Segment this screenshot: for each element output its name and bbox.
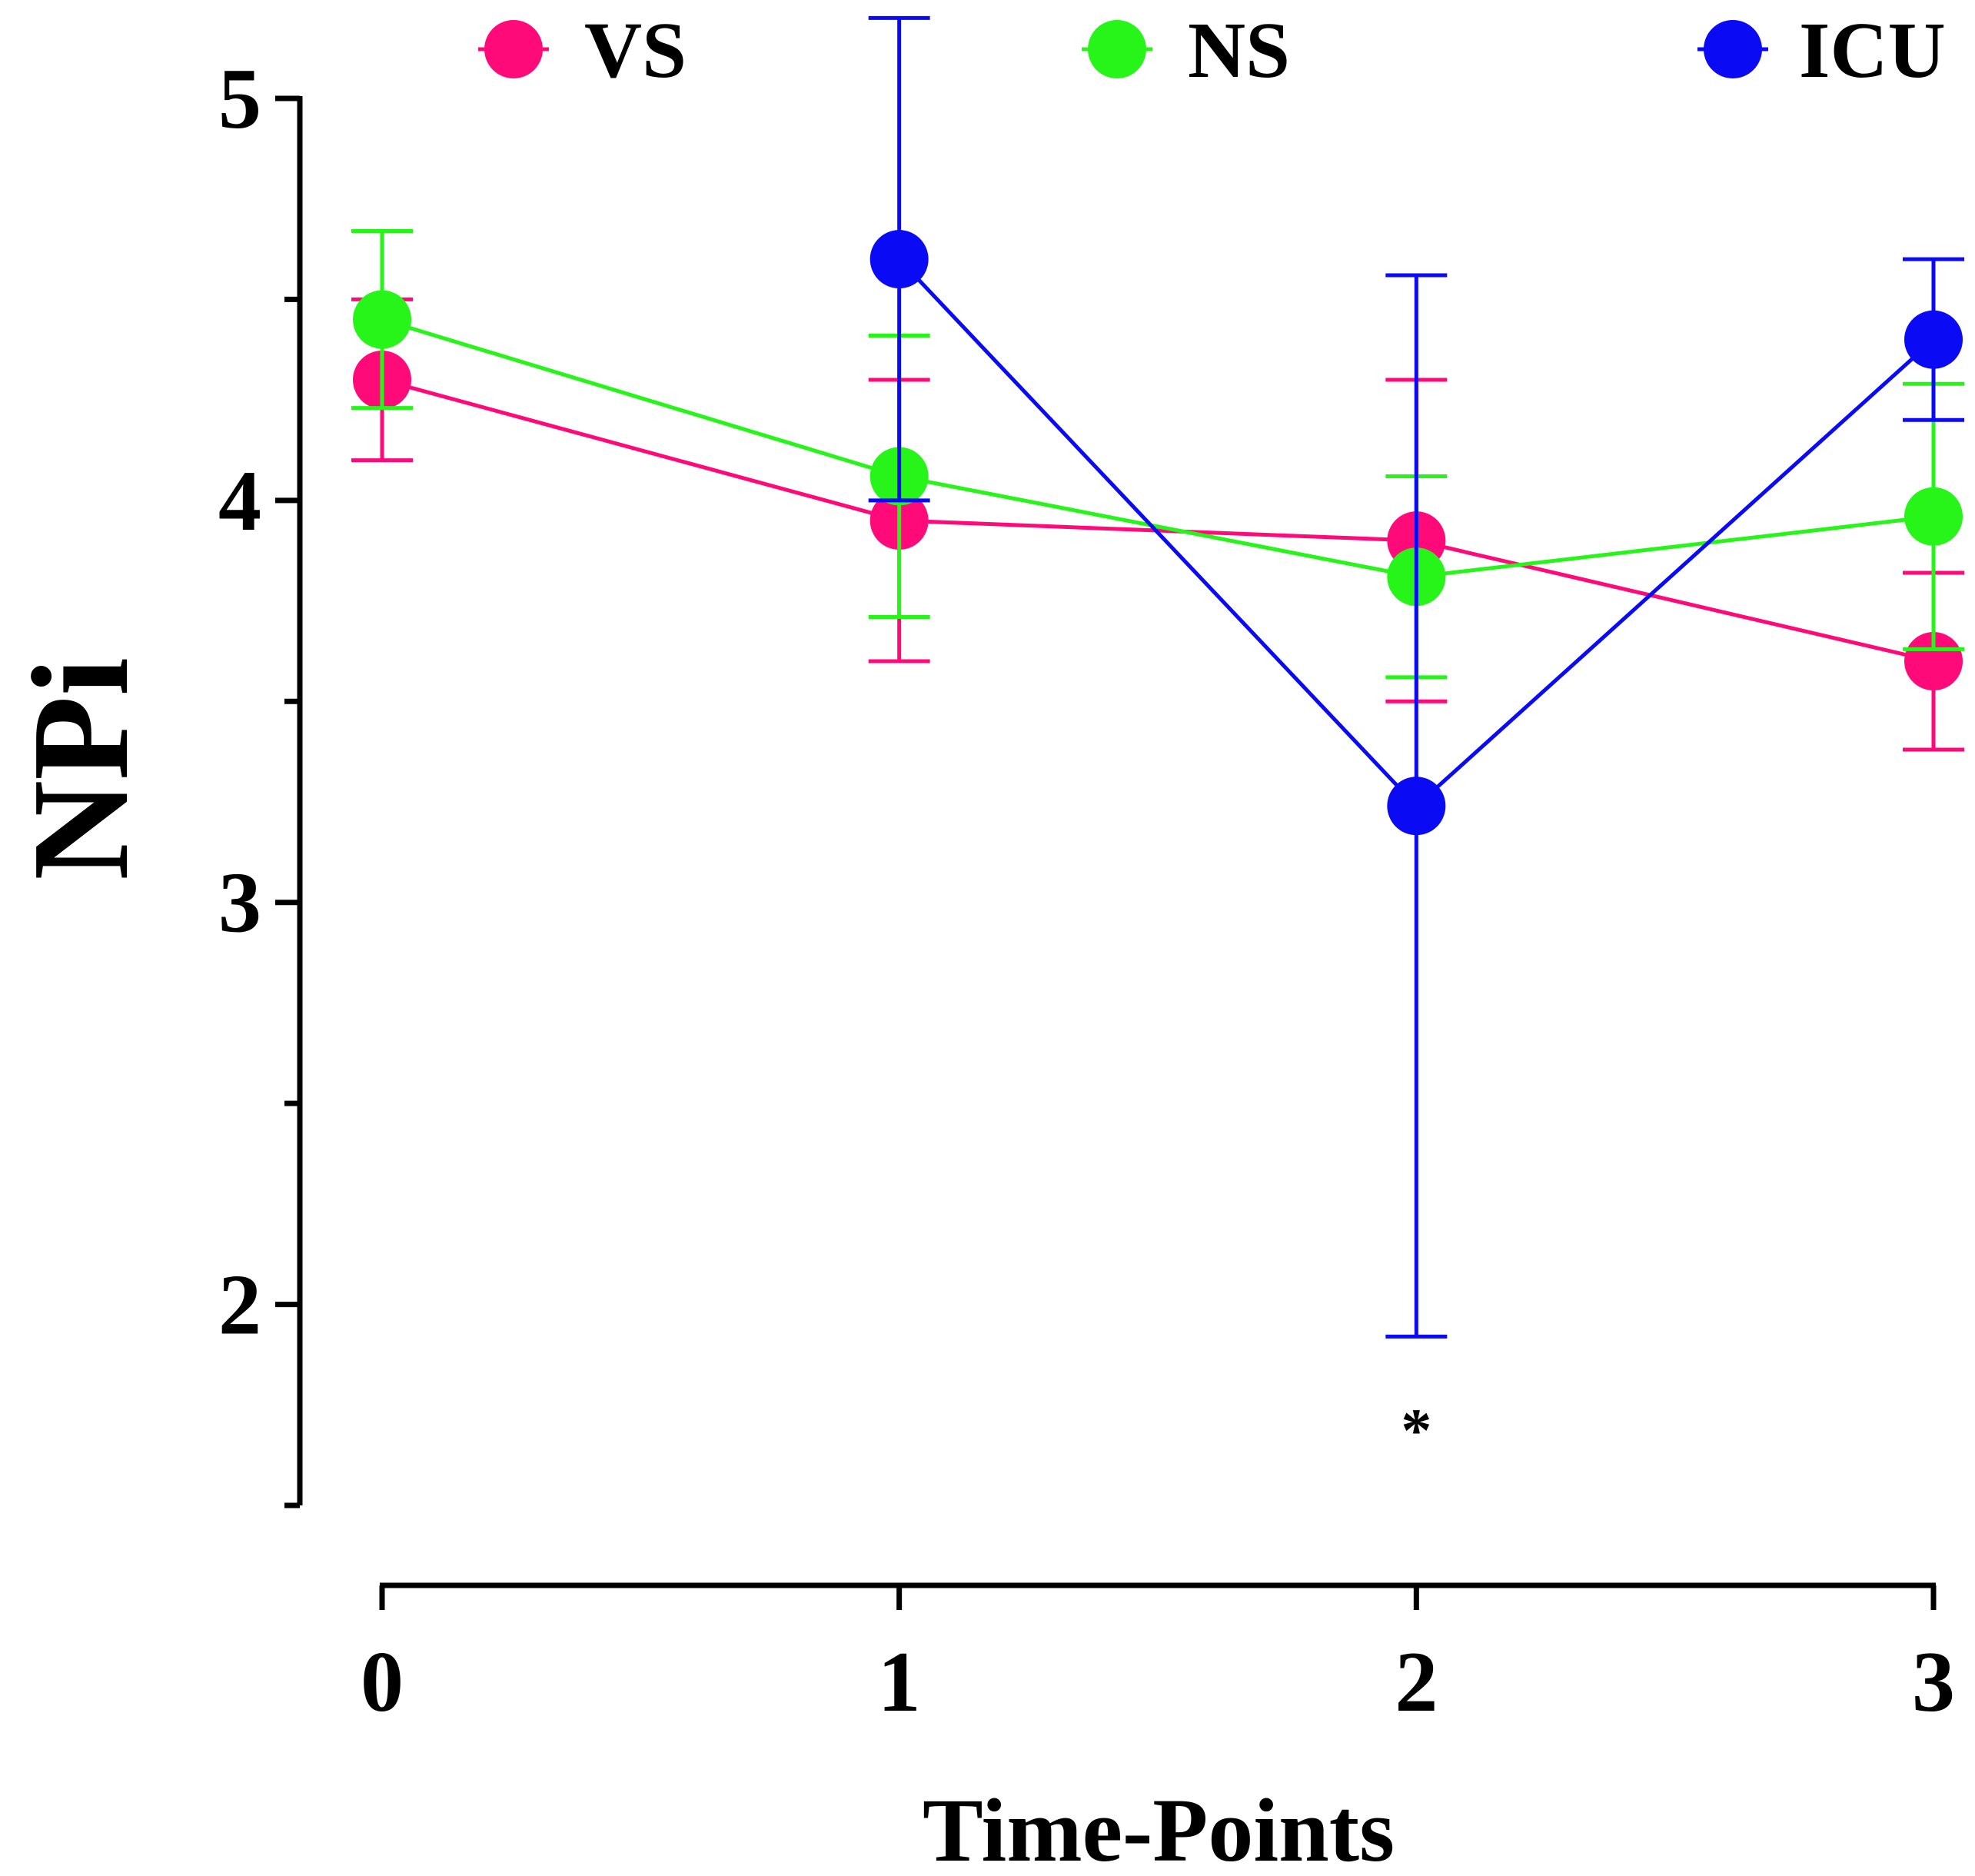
y-tick-label: 4 <box>218 454 261 549</box>
legend-label: NS <box>1188 6 1290 95</box>
legend-marker <box>1088 20 1146 78</box>
y-tick-label: 3 <box>218 856 261 951</box>
legend-item-vs: VS <box>478 6 687 95</box>
legend: VS NS ICU <box>478 6 1946 95</box>
x-tick-label: 0 <box>361 1635 404 1730</box>
data-point <box>869 230 929 289</box>
data-point <box>1904 632 1963 690</box>
series-line <box>381 378 1934 664</box>
series-vs <box>351 297 1964 752</box>
x-tick-label: 1 <box>878 1635 921 1730</box>
series-layer <box>351 15 1964 1339</box>
x-axis-label: Time-Points <box>923 1780 1395 1876</box>
legend-label: ICU <box>1799 6 1946 95</box>
data-point <box>1904 310 1963 369</box>
significance-annotation: * <box>1401 1398 1431 1465</box>
axes <box>297 96 1936 1588</box>
data-point <box>353 290 411 349</box>
data-point <box>1904 487 1963 546</box>
x-axis-ticks: 0 1 2 3 <box>361 1585 1955 1730</box>
x-tick-label: 2 <box>1395 1635 1438 1730</box>
y-tick-label: 5 <box>218 52 261 147</box>
y-axis-label: NPi <box>4 657 157 880</box>
x-tick-label: 3 <box>1912 1635 1955 1730</box>
series-icu <box>868 15 1964 1339</box>
legend-label: VS <box>584 6 687 95</box>
legend-marker <box>1704 20 1762 78</box>
legend-item-icu: ICU <box>1697 6 1946 95</box>
y-tick-label: 2 <box>218 1258 261 1353</box>
legend-marker <box>484 20 543 78</box>
series-line <box>381 318 1934 579</box>
legend-item-ns: NS <box>1082 6 1290 95</box>
data-point <box>1387 777 1446 836</box>
y-axis-ticks: 5 4 3 2 <box>218 52 300 1508</box>
